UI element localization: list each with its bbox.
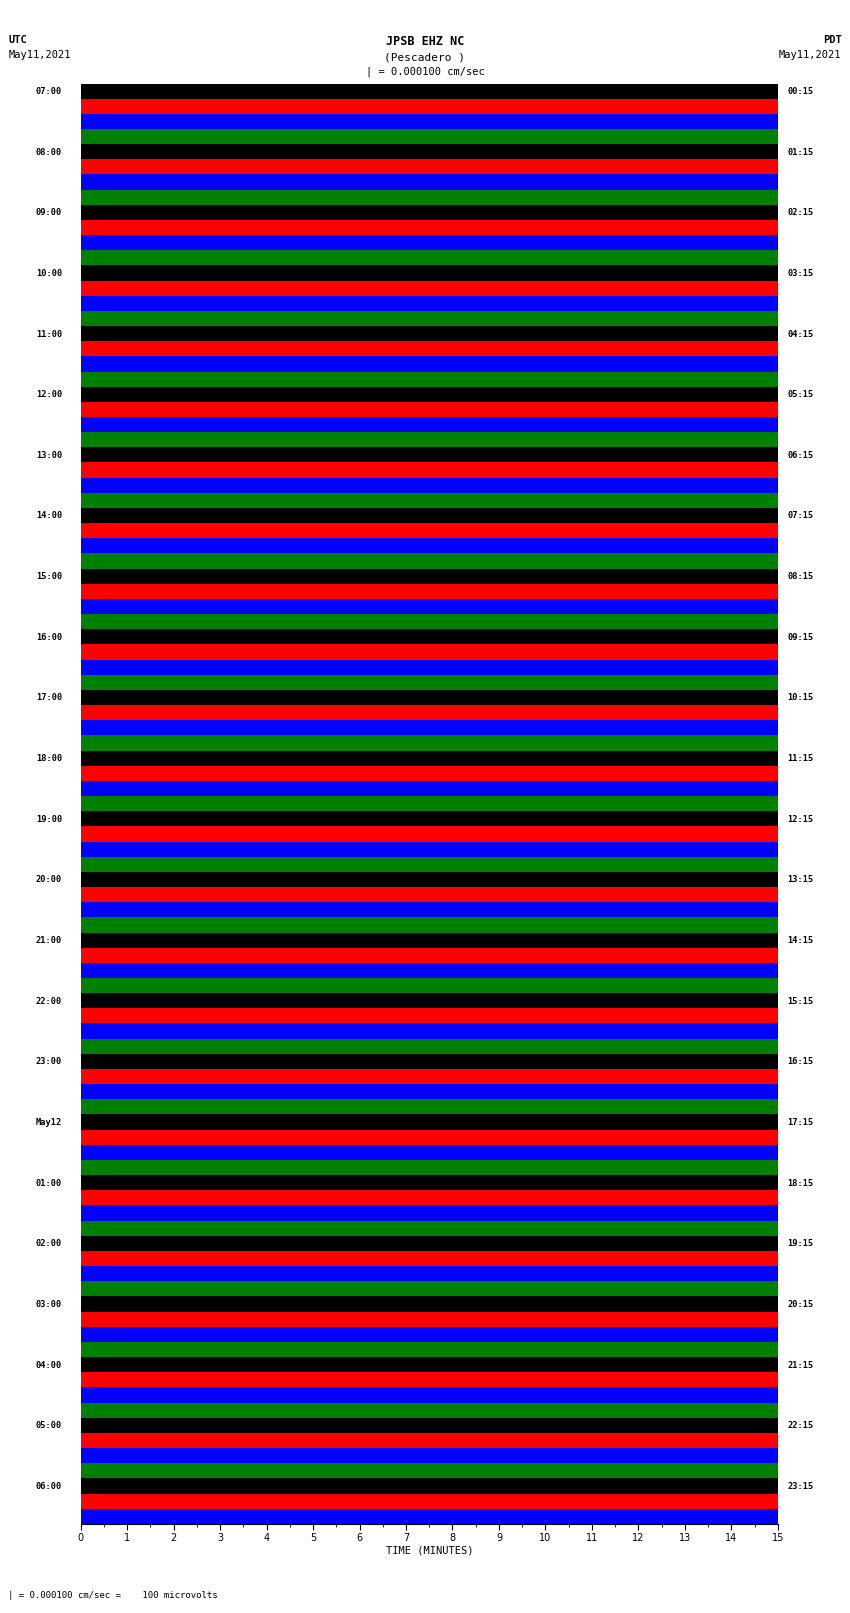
Text: 03:00: 03:00 bbox=[36, 1300, 62, 1308]
Text: 08:15: 08:15 bbox=[787, 573, 813, 581]
Text: 16:15: 16:15 bbox=[787, 1058, 813, 1066]
Text: 12:00: 12:00 bbox=[36, 390, 62, 398]
Text: 06:00: 06:00 bbox=[36, 1482, 62, 1490]
Text: 14:15: 14:15 bbox=[787, 936, 813, 945]
Text: 09:15: 09:15 bbox=[787, 632, 813, 642]
Text: May12: May12 bbox=[36, 1118, 62, 1127]
Text: 04:15: 04:15 bbox=[787, 329, 813, 339]
Text: 20:00: 20:00 bbox=[36, 876, 62, 884]
Text: 12:15: 12:15 bbox=[787, 815, 813, 824]
Text: 18:15: 18:15 bbox=[787, 1179, 813, 1187]
Text: 10:00: 10:00 bbox=[36, 269, 62, 277]
Text: 03:15: 03:15 bbox=[787, 269, 813, 277]
Text: UTC: UTC bbox=[8, 35, 27, 45]
Text: 13:15: 13:15 bbox=[787, 876, 813, 884]
Text: JPSB EHZ NC: JPSB EHZ NC bbox=[386, 35, 464, 48]
Text: 23:00: 23:00 bbox=[36, 1058, 62, 1066]
Text: 05:15: 05:15 bbox=[787, 390, 813, 398]
Text: May11,2021: May11,2021 bbox=[8, 50, 71, 60]
Text: 11:00: 11:00 bbox=[36, 329, 62, 339]
X-axis label: TIME (MINUTES): TIME (MINUTES) bbox=[386, 1545, 473, 1555]
Text: 09:00: 09:00 bbox=[36, 208, 62, 218]
Text: 07:15: 07:15 bbox=[787, 511, 813, 521]
Text: 21:15: 21:15 bbox=[787, 1361, 813, 1369]
Text: 01:00: 01:00 bbox=[36, 1179, 62, 1187]
Text: 05:00: 05:00 bbox=[36, 1421, 62, 1431]
Text: 15:00: 15:00 bbox=[36, 573, 62, 581]
Text: 01:15: 01:15 bbox=[787, 148, 813, 156]
Text: 17:00: 17:00 bbox=[36, 694, 62, 702]
Text: 17:15: 17:15 bbox=[787, 1118, 813, 1127]
Text: | = 0.000100 cm/sec: | = 0.000100 cm/sec bbox=[366, 66, 484, 77]
Text: 23:15: 23:15 bbox=[787, 1482, 813, 1490]
Text: 22:00: 22:00 bbox=[36, 997, 62, 1005]
Text: 19:15: 19:15 bbox=[787, 1239, 813, 1248]
Text: PDT: PDT bbox=[823, 35, 842, 45]
Text: 18:00: 18:00 bbox=[36, 755, 62, 763]
Text: 16:00: 16:00 bbox=[36, 632, 62, 642]
Text: 06:15: 06:15 bbox=[787, 452, 813, 460]
Text: 04:00: 04:00 bbox=[36, 1361, 62, 1369]
Text: | = 0.000100 cm/sec =    100 microvolts: | = 0.000100 cm/sec = 100 microvolts bbox=[8, 1590, 218, 1600]
Text: 00:15: 00:15 bbox=[787, 87, 813, 95]
Text: 22:15: 22:15 bbox=[787, 1421, 813, 1431]
Text: 02:00: 02:00 bbox=[36, 1239, 62, 1248]
Text: May11,2021: May11,2021 bbox=[779, 50, 842, 60]
Text: 07:00: 07:00 bbox=[36, 87, 62, 95]
Text: 13:00: 13:00 bbox=[36, 452, 62, 460]
Text: 14:00: 14:00 bbox=[36, 511, 62, 521]
Text: 11:15: 11:15 bbox=[787, 755, 813, 763]
Text: 10:15: 10:15 bbox=[787, 694, 813, 702]
Text: 15:15: 15:15 bbox=[787, 997, 813, 1005]
Text: (Pescadero ): (Pescadero ) bbox=[384, 53, 466, 63]
Text: 19:00: 19:00 bbox=[36, 815, 62, 824]
Text: 02:15: 02:15 bbox=[787, 208, 813, 218]
Text: 21:00: 21:00 bbox=[36, 936, 62, 945]
Text: 20:15: 20:15 bbox=[787, 1300, 813, 1308]
Text: 08:00: 08:00 bbox=[36, 148, 62, 156]
